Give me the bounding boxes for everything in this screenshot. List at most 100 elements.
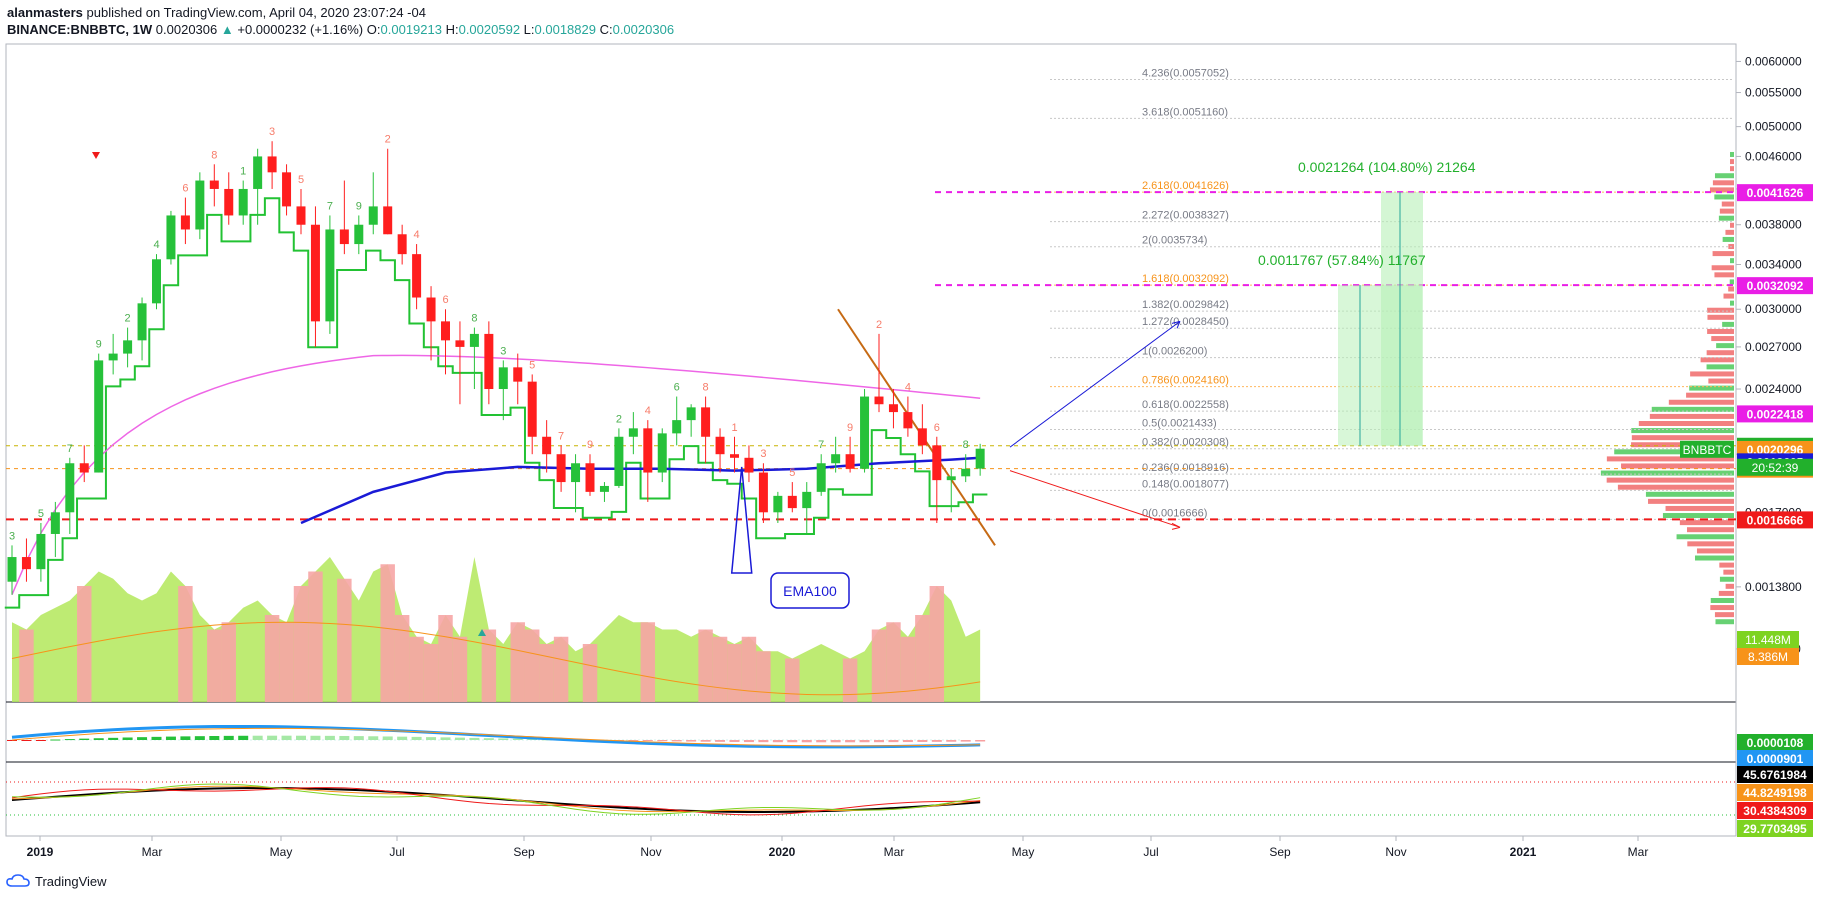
macd-histogram-bar	[672, 740, 682, 741]
macd-histogram-bar	[860, 740, 870, 742]
volume-profile-bar	[1726, 584, 1734, 589]
volume-profile-bar	[1730, 166, 1734, 171]
macd-histogram-bar	[397, 737, 407, 740]
candle-body	[412, 254, 421, 297]
volume-bar-bear	[453, 637, 467, 702]
candle-body	[918, 428, 927, 445]
time-tick-label: Sep	[513, 845, 535, 859]
volume-bar-bear	[843, 659, 857, 703]
volume-profile-bar	[1711, 598, 1734, 603]
price-tick-label: 0.0034000	[1745, 257, 1802, 271]
candle	[166, 211, 175, 265]
candle-body	[513, 367, 522, 381]
volume-bar-bear	[886, 622, 900, 702]
price-tick-label: 0.0060000	[1745, 54, 1802, 68]
sequence-count: 5	[529, 359, 535, 371]
macd-histogram-bar	[441, 737, 451, 740]
price-tick-label: 0.0050000	[1745, 120, 1802, 134]
volume-profile-bar	[1722, 202, 1734, 207]
volume-profile-bar	[1719, 216, 1734, 221]
volume-bar-bear	[641, 622, 655, 702]
volume-label-text: 11.448M	[1745, 633, 1791, 647]
tradingview-cloud-icon[interactable]	[6, 874, 30, 891]
price-label-text: 0.0016666	[1747, 513, 1804, 527]
macd-histogram-bar	[224, 736, 234, 740]
time-tick-label: May	[1012, 845, 1035, 859]
candle-body	[860, 397, 869, 469]
sequence-count: 2	[125, 313, 131, 325]
candle-body	[773, 496, 782, 512]
macd-histogram-bar	[310, 736, 320, 740]
candle-body	[932, 445, 941, 480]
volume-profile-bar	[1712, 265, 1734, 270]
candle-body	[614, 437, 623, 486]
candle-body	[658, 433, 667, 472]
volume-profile-bar	[1669, 400, 1734, 405]
volume-bar-bear	[279, 622, 293, 702]
candle-body	[51, 512, 60, 534]
volume-profile-bar	[1723, 237, 1734, 242]
volume-profile-bar	[1722, 322, 1734, 327]
candle-body	[542, 437, 551, 454]
sequence-count: 4	[153, 239, 159, 251]
macd-histogram-bar	[469, 738, 479, 740]
candle-body	[138, 303, 147, 340]
candle-body	[224, 189, 233, 215]
candle-body	[961, 469, 970, 477]
macd-histogram-bar	[426, 737, 436, 740]
macd-histogram-bar	[65, 739, 75, 740]
candle-body	[268, 156, 277, 172]
volume-profile-bar	[1690, 371, 1734, 376]
candle-body	[730, 454, 739, 458]
macd-histogram-bar	[253, 736, 263, 740]
sequence-count: 5	[789, 467, 795, 479]
candle-body	[976, 449, 985, 469]
volume-profile-bar	[1639, 421, 1734, 426]
macd-histogram-bar	[180, 736, 190, 740]
candle-body	[398, 234, 407, 254]
time-axis: 2019 Mar May Jul Sep Nov 2020 Mar May Jul Sep Nov 20…	[27, 836, 1649, 859]
candle-body	[239, 189, 248, 215]
candle-body	[600, 486, 609, 492]
volume-profile-bar	[1714, 272, 1734, 277]
volume-profile-bar	[1728, 286, 1734, 291]
ema100-callout-label: EMA100	[783, 583, 837, 599]
volume-profile-bar	[1730, 301, 1734, 306]
candle	[152, 254, 161, 309]
macd-label-text: 0.0000108	[1747, 736, 1804, 750]
candle-body	[297, 206, 306, 224]
candle	[325, 215, 334, 333]
candle-body	[152, 259, 161, 303]
fib-label: 1(0.0026200)	[1142, 346, 1207, 358]
candle-body	[311, 225, 320, 322]
volume-profile-bar	[1730, 279, 1734, 284]
candle-body	[831, 454, 840, 463]
candle-body	[181, 215, 190, 229]
macd-histogram-bar	[932, 740, 942, 742]
volume-profile-bar	[1601, 471, 1734, 476]
volume-bar-bear	[482, 630, 496, 703]
time-tick-label: 2021	[1510, 845, 1537, 859]
macd-histogram-bar	[816, 740, 826, 742]
sequence-count: 7	[327, 200, 333, 212]
volume-bar-bear	[785, 659, 799, 703]
volume-bar-bear	[511, 622, 525, 702]
volume-bar-bear	[756, 651, 770, 702]
macd-histogram-bar	[831, 740, 841, 742]
macd-histogram-bar	[758, 740, 768, 742]
volume-profile-bar	[1716, 343, 1734, 348]
volume-bar-bear	[698, 630, 712, 703]
volume-profile-bar	[1730, 159, 1734, 164]
macd-histogram-bar	[412, 737, 422, 740]
macd-histogram-bar	[79, 739, 89, 740]
fib-label: 2(0.0035734)	[1142, 235, 1207, 247]
time-tick-label: Nov	[640, 845, 661, 859]
sequence-count: 9	[847, 422, 853, 434]
fib-label: 0.5(0.0021433)	[1142, 417, 1217, 429]
footer-brand[interactable]: TradingView	[35, 874, 107, 889]
candle-body	[36, 534, 45, 569]
macd-histogram-bar	[484, 738, 494, 740]
candle-body	[282, 172, 291, 206]
candle-body	[889, 404, 898, 412]
